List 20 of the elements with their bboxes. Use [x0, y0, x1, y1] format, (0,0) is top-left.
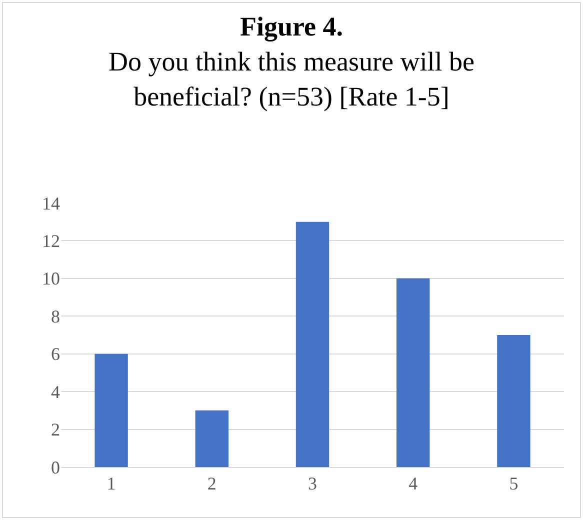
y-tick-label: 4: [51, 382, 60, 402]
x-tick-label: 4: [408, 474, 418, 494]
y-tick-label: 14: [42, 193, 60, 214]
y-tick-label: 2: [51, 420, 60, 440]
bar: [396, 278, 430, 467]
x-tick-label: 3: [308, 474, 317, 494]
x-tick-label: 1: [106, 474, 116, 494]
bar: [497, 335, 530, 467]
y-tick-label: 6: [51, 344, 60, 364]
y-tick-label: 10: [42, 268, 60, 289]
x-tick-label: 2: [207, 474, 216, 494]
chart-subtitle: Do you think this measure will be beneficial? (n=53) [Rate 1-5]: [108, 46, 474, 112]
bar: [195, 410, 228, 467]
x-tick-label: 5: [509, 474, 518, 494]
y-tick-label: 0: [51, 457, 60, 478]
bar: [296, 222, 330, 467]
chart-title: Figure 4.: [240, 11, 343, 42]
bar: [94, 354, 128, 467]
y-tick-label: 12: [42, 231, 60, 252]
y-tick-label: 8: [51, 306, 60, 326]
